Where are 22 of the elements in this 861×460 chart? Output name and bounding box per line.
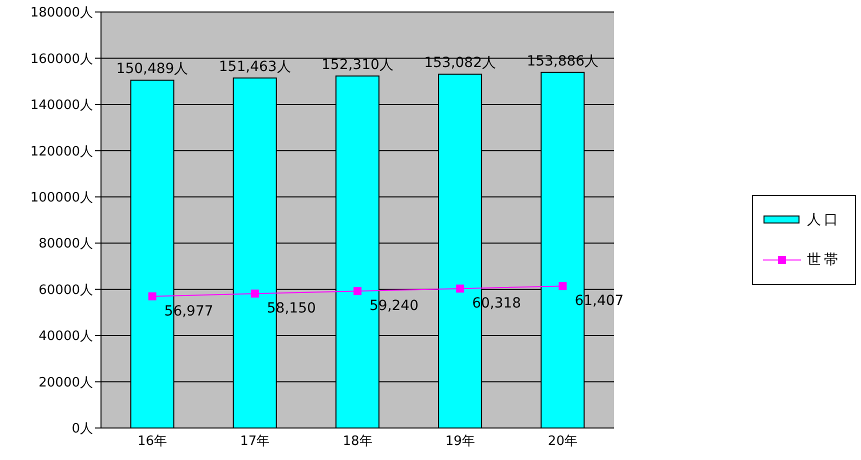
x-tick-label: 20年 — [548, 434, 578, 450]
y-tick-label: 20000人 — [38, 375, 93, 390]
y-tick-label: 160000人 — [30, 52, 93, 67]
y-tick-label: 80000人 — [38, 236, 93, 252]
data-label: 151,463人 — [218, 58, 291, 75]
legend-label: 人口 — [807, 211, 841, 229]
y-tick-label: 40000人 — [38, 329, 93, 344]
data-label: 150,489人 — [116, 61, 188, 78]
x-tick-label: 19年 — [445, 434, 475, 450]
data-label: 153,886人 — [526, 53, 599, 70]
y-tick-label: 60000人 — [38, 282, 93, 298]
x-tick-label: 16年 — [138, 434, 168, 450]
x-tick-label: 18年 — [342, 434, 372, 450]
data-label: 153,082人 — [424, 55, 496, 72]
data-label: 152,310人 — [322, 56, 394, 73]
y-tick-label: 140000人 — [30, 98, 93, 114]
y-tick-label: 100000人 — [30, 190, 93, 206]
x-tick-label: 17年 — [240, 434, 270, 450]
y-tick-label: 0人 — [72, 422, 93, 437]
y-tick-label: 180000人 — [30, 6, 93, 21]
legend-label: 世帯 — [807, 251, 841, 269]
y-tick-label: 120000人 — [30, 144, 93, 160]
